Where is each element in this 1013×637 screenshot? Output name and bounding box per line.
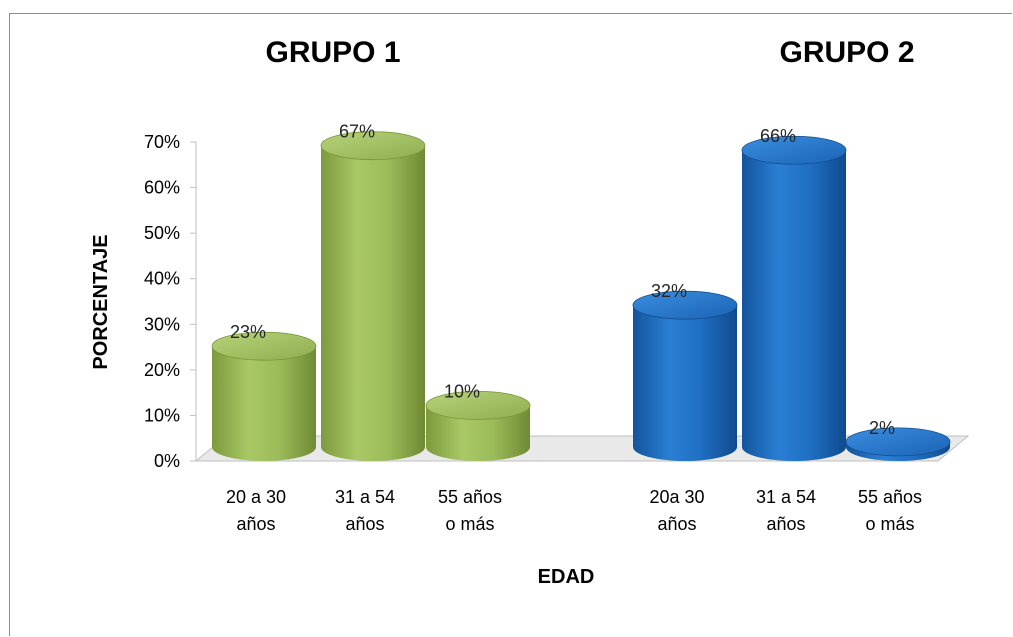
y-tick-label: 50% xyxy=(144,223,180,243)
group-2-title: GRUPO 2 xyxy=(779,36,914,69)
bar-body xyxy=(633,305,737,461)
bar-body xyxy=(321,145,425,461)
bar-1-2: 67% xyxy=(320,122,426,461)
y-axis-title: PORCENTAJE xyxy=(90,234,112,369)
y-tick-label: 10% xyxy=(144,405,180,425)
bar-body xyxy=(212,346,316,461)
group-1-title: GRUPO 1 xyxy=(265,36,400,69)
bar-top xyxy=(741,135,847,165)
bar-top xyxy=(211,331,317,361)
x-category-label: 20 a 30 años xyxy=(226,487,286,534)
data-label: 2% xyxy=(869,418,895,438)
y-tick-label: 60% xyxy=(144,178,180,198)
x-category-label: 20a 30 años xyxy=(649,487,704,534)
bar-body xyxy=(742,150,846,461)
x-category-label: 55 años o más xyxy=(438,487,502,534)
chart-frame xyxy=(9,13,1012,636)
y-tick-label: 70% xyxy=(144,132,180,152)
bar-top xyxy=(425,391,531,420)
bar-top xyxy=(845,427,951,457)
bar-body xyxy=(426,405,530,461)
bar-top xyxy=(320,131,426,161)
x-category-label: 55 años o más xyxy=(858,487,922,534)
x-category-label: 31 a 54 años xyxy=(756,487,816,534)
data-label: 10% xyxy=(444,381,480,401)
data-label: 23% xyxy=(230,322,266,342)
data-label: 67% xyxy=(339,122,375,142)
bar-2-3: 2% xyxy=(845,418,951,461)
y-tick-label: 0% xyxy=(154,451,180,471)
bar-1-3: 10% xyxy=(425,381,531,461)
data-label: 66% xyxy=(760,126,796,146)
y-tick-label: 40% xyxy=(144,269,180,289)
x-category-label: 31 a 54 años xyxy=(335,487,395,534)
bar-2-1: 32% xyxy=(632,281,738,461)
data-label: 32% xyxy=(651,281,687,301)
x-axis-title: EDAD xyxy=(538,566,595,588)
bar-top xyxy=(632,290,738,320)
bar-2-2: 66% xyxy=(741,126,847,461)
bar-1-1: 23% xyxy=(211,322,317,461)
y-tick-label: 30% xyxy=(144,314,180,334)
y-tick-label: 20% xyxy=(144,360,180,380)
